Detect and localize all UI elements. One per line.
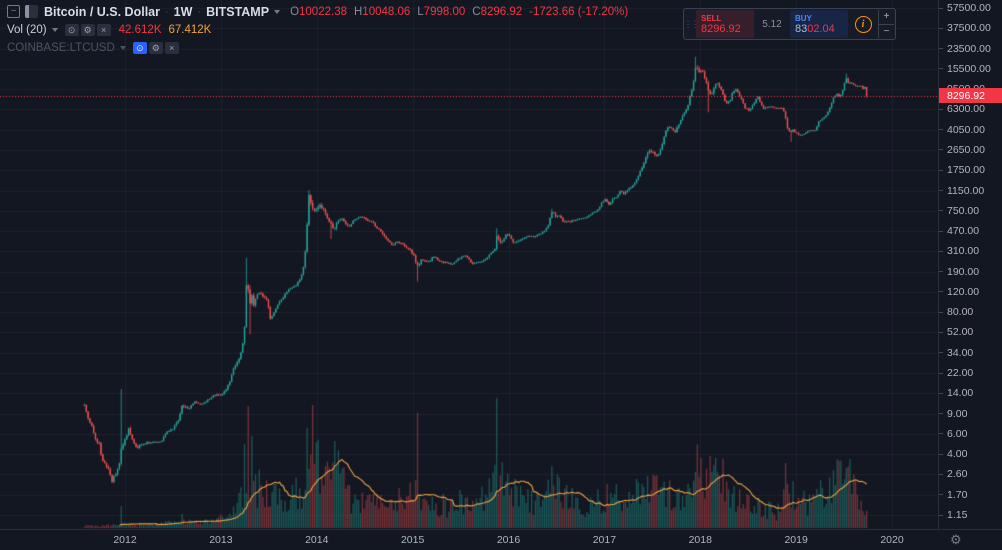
volume-values: 42.612K 67.412K	[119, 24, 212, 36]
decrease-button[interactable]: −	[883, 25, 890, 37]
volume-study-row: Vol (20) ⊙ ⚙ × 42.612K 67.412K	[7, 22, 628, 37]
price-axis[interactable]: 1.15 1.70 2.60 4.00 6.00 9.00 14.00 22.00 34.00 5…	[938, 0, 1002, 529]
chevron-down-icon[interactable]	[119, 45, 126, 50]
price-axis-label: 4.00	[939, 448, 967, 460]
separator-dot: ·	[197, 5, 202, 18]
price-axis-label: 120.00	[939, 286, 979, 298]
price-axis-label: 1750.00	[939, 164, 985, 176]
low-value: 7998.00	[423, 5, 466, 18]
price-axis-label: 2.60	[939, 468, 967, 480]
exchange-label[interactable]: BITSTAMP	[206, 4, 270, 19]
remove-x-icon[interactable]: ×	[164, 41, 179, 54]
price-axis-label: 2650.00	[939, 144, 985, 156]
price-axis-label: 9.00	[939, 408, 967, 420]
quantity-stepper: + −	[878, 10, 894, 38]
high-value: 10048.06	[362, 5, 411, 18]
volume-current-value: 42.612K	[118, 23, 162, 36]
current-price-axis-label: 8296.92	[939, 88, 1002, 104]
time-axis-label: 2019	[784, 534, 808, 546]
price-axis-label: 23500.00	[939, 43, 991, 55]
separator-dot: ·	[165, 5, 169, 18]
chevron-down-icon[interactable]	[274, 9, 281, 14]
chart-legend: − Bitcoin / U.S. Dollar · 1W · BITSTAMP …	[7, 4, 628, 58]
info-button[interactable]: i	[848, 10, 878, 38]
time-axis-label: 2017	[592, 534, 617, 546]
time-axis[interactable]: ⚙ 2012 2013 2014 2015 2016 2017 2018 2019 2020	[0, 529, 1002, 550]
price-axis-label: 52.00	[939, 326, 973, 338]
price-axis-label: 1.15	[939, 509, 967, 521]
price-axis-label: 310.00	[939, 245, 979, 257]
visibility-eye-icon[interactable]: ⊙	[64, 23, 79, 36]
compare-symbol-row: COINBASE:LTCUSD ⊙ ⚙ ×	[7, 40, 628, 55]
increase-button[interactable]: +	[879, 10, 894, 25]
price-axis-label: 190.00	[939, 266, 979, 278]
price-axis-label: 14.00	[939, 387, 973, 399]
settings-gear-icon[interactable]: ⚙	[148, 41, 163, 54]
remove-x-icon[interactable]: ×	[96, 23, 111, 36]
compare-symbol-label[interactable]: COINBASE:LTCUSD	[7, 41, 115, 54]
symbol-row: − Bitcoin / U.S. Dollar · 1W · BITSTAMP …	[7, 4, 628, 19]
volume-ma-value: 67.412K	[168, 23, 212, 36]
price-axis-label: 1150.00	[939, 185, 984, 197]
price-axis-label: 6300.00	[939, 103, 985, 115]
time-axis-label: 2015	[400, 534, 425, 546]
visibility-eye-icon[interactable]: ⊙	[132, 41, 147, 54]
price-axis-label: 1.70	[939, 489, 967, 501]
minimize-legend-icon[interactable]: −	[7, 5, 20, 18]
chevron-down-icon[interactable]	[51, 27, 58, 32]
ohlc-readout: O10022.38 H10048.06 L7998.00 C8296.92 -1…	[290, 5, 629, 18]
time-axis-settings-gear-icon[interactable]: ⚙	[950, 532, 962, 547]
price-axis-label: 57500.00	[939, 2, 991, 14]
price-axis-label: 37500.00	[939, 22, 991, 34]
price-axis-label: 4050.00	[939, 124, 985, 136]
interval-label[interactable]: 1W	[173, 4, 193, 19]
drag-handle[interactable]: ⋮⋮	[683, 18, 700, 29]
symbol-logo	[25, 5, 38, 18]
buy-button[interactable]: BUY 8302.04	[790, 10, 848, 38]
spread-value: 5.12	[762, 18, 782, 30]
buy-price: 8302.04	[795, 22, 835, 35]
sell-price: 8296.92	[701, 22, 741, 35]
price-axis-label: 470.00	[939, 225, 979, 237]
price-axis-label: 15500.00	[939, 63, 991, 75]
time-axis-label: 2018	[688, 534, 712, 546]
time-axis-label: 2014	[305, 534, 329, 546]
time-axis-label: 2020	[880, 534, 904, 546]
current-price-value: 8296.92	[947, 89, 985, 102]
price-axis-label: 34.00	[939, 347, 973, 359]
symbol-title[interactable]: Bitcoin / U.S. Dollar	[44, 4, 160, 19]
change-value: -1723.66 (-17.20%)	[529, 5, 629, 18]
open-value: 10022.38	[299, 5, 347, 18]
time-axis-label: 2013	[209, 534, 233, 546]
price-axis-label: 22.00	[939, 367, 973, 379]
price-axis-label: 80.00	[939, 306, 973, 318]
settings-gear-icon[interactable]: ⚙	[80, 23, 95, 36]
time-axis-label: 2012	[113, 534, 137, 546]
sell-button[interactable]: SELL 8296.92	[696, 10, 754, 38]
info-icon: i	[854, 15, 872, 33]
volume-study-label[interactable]: Vol (20)	[7, 23, 47, 36]
close-value: 8296.92	[480, 5, 523, 18]
price-axis-label: 6.00	[939, 428, 967, 440]
price-axis-label: 750.00	[939, 205, 979, 217]
time-axis-label: 2016	[496, 534, 521, 546]
trade-panel: ⋮⋮ SELL 8296.92 5.12 BUY 8302.04 i + −	[683, 8, 896, 40]
